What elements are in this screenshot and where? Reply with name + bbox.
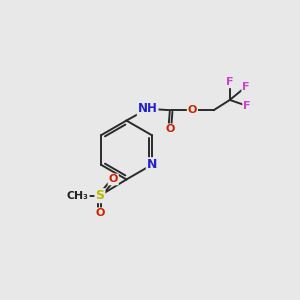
Text: N: N <box>147 158 157 171</box>
Text: NH: NH <box>138 102 158 115</box>
Text: O: O <box>188 105 197 115</box>
Text: O: O <box>109 174 118 184</box>
Text: F: F <box>243 101 250 111</box>
Text: CH₃: CH₃ <box>67 190 89 201</box>
Text: O: O <box>95 208 105 218</box>
Text: F: F <box>226 77 233 87</box>
Text: S: S <box>95 189 104 202</box>
Text: O: O <box>165 124 174 134</box>
Text: F: F <box>242 82 250 92</box>
